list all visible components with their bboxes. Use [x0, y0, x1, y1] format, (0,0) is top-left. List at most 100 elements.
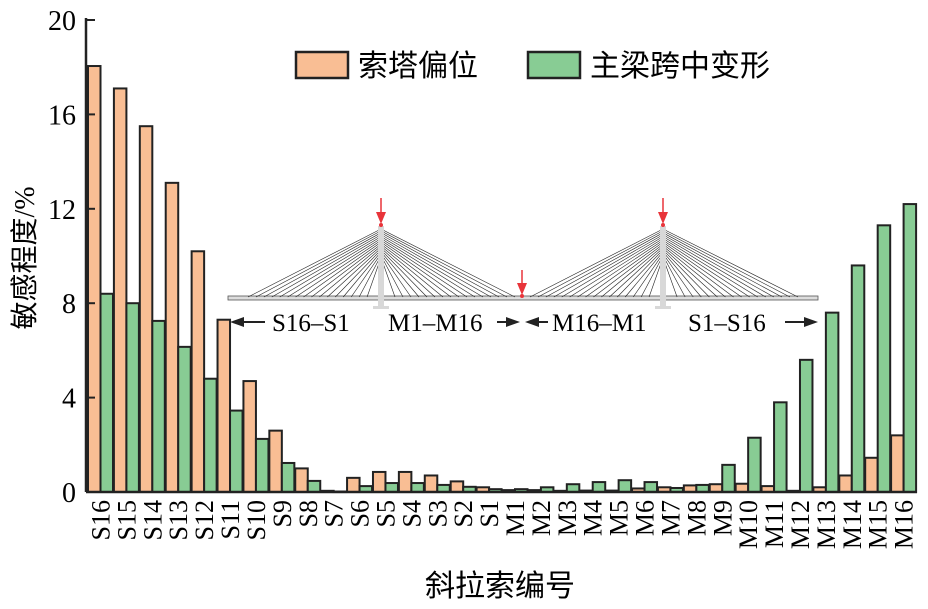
- load-arrow-head: [517, 283, 527, 295]
- y-tick-label: 4: [62, 384, 76, 415]
- cable: [662, 238, 758, 298]
- bar-S11-1: [229, 409, 244, 493]
- cable: [625, 251, 664, 298]
- legend: 索塔偏位 主梁跨中变形: [294, 50, 770, 83]
- cable: [319, 245, 382, 298]
- cable: [271, 234, 382, 298]
- tower-0: [378, 226, 384, 308]
- x-tick-label: S15: [112, 500, 141, 540]
- cable: [601, 245, 664, 298]
- bar-M6-1: [643, 481, 659, 494]
- x-tick-label: S2: [449, 500, 478, 527]
- x-tick-label: S9: [268, 500, 297, 527]
- cable: [662, 230, 791, 298]
- cable: [287, 238, 382, 298]
- load-arrow-head: [376, 212, 386, 224]
- cable: [380, 240, 468, 298]
- bar-M5-1: [617, 479, 633, 494]
- cable: [617, 249, 664, 298]
- legend-label-1: 主梁跨中变形: [590, 50, 770, 83]
- cable: [247, 228, 382, 298]
- cable: [311, 243, 382, 298]
- bridge-inset: [227, 198, 819, 327]
- x-tick-label: M5: [605, 500, 634, 536]
- x-tick-label: M8: [682, 500, 711, 536]
- cable: [380, 230, 508, 298]
- direction-arrow-head: [804, 317, 818, 327]
- cable: [662, 255, 686, 298]
- cable: [553, 234, 664, 298]
- cable: [380, 238, 476, 298]
- y-tick-label: 16: [48, 100, 76, 131]
- x-tick-label: M3: [553, 500, 582, 536]
- bar-S8-0: [294, 467, 309, 493]
- bar-M16-1: [902, 203, 918, 494]
- load-arrow-head: [658, 212, 668, 224]
- cable: [380, 228, 516, 298]
- annotation-3: S1–S16: [688, 310, 766, 337]
- cable: [380, 249, 428, 298]
- tower-1: [660, 226, 666, 308]
- legend-label-0: 索塔偏位: [358, 50, 478, 83]
- x-tick-label: S14: [138, 500, 167, 540]
- cable: [662, 234, 774, 298]
- bar-S8-1: [306, 479, 322, 493]
- cable: [380, 232, 500, 298]
- x-tick-label: S11: [216, 500, 245, 540]
- bar-S15-0: [112, 87, 128, 493]
- x-tick-label: S7: [320, 500, 349, 527]
- x-tick-label: M9: [708, 500, 737, 536]
- x-tick-label: S16: [87, 500, 116, 540]
- bar-S14-0: [138, 125, 154, 493]
- bar-S12-1: [203, 377, 218, 493]
- load-point: [661, 223, 665, 227]
- cable: [335, 249, 382, 298]
- cable: [609, 247, 664, 298]
- bar-M13-1: [824, 311, 840, 494]
- cable: [343, 251, 382, 298]
- annotation-0: S16–S1: [272, 310, 350, 337]
- bars: [87, 65, 918, 494]
- x-tick-label: M13: [812, 500, 841, 549]
- bar-S3-0: [423, 474, 439, 494]
- bar-S11-0: [216, 318, 232, 493]
- cable: [662, 242, 742, 298]
- cable: [380, 243, 452, 298]
- cable: [662, 253, 694, 298]
- x-tick-label: M14: [838, 500, 867, 549]
- x-tick-label: M15: [864, 500, 893, 549]
- annotation-1: M1–M16: [388, 310, 482, 337]
- cable: [380, 234, 492, 298]
- y-tick-label: 0: [62, 478, 76, 509]
- legend-swatch-0: [294, 50, 350, 80]
- cable: [577, 240, 664, 298]
- bar-M15-0: [864, 456, 879, 493]
- x-tick-label: S12: [190, 500, 219, 540]
- cable: [569, 238, 664, 298]
- cable: [380, 245, 444, 298]
- tower-base: [373, 306, 389, 309]
- bar-M15-1: [876, 224, 892, 493]
- bar-S2-0: [449, 480, 465, 494]
- bar-S4-0: [397, 470, 413, 494]
- bar-S5-0: [371, 470, 387, 494]
- bar-S16-0: [87, 65, 102, 494]
- bar-S10-1: [254, 437, 270, 493]
- cable: [632, 253, 664, 298]
- x-tick-label: S1: [475, 500, 504, 527]
- bar-S12-0: [190, 250, 206, 493]
- bar-S10-0: [242, 380, 257, 493]
- cable: [380, 251, 420, 298]
- cable: [662, 247, 718, 298]
- x-tick-label: S5: [371, 500, 400, 527]
- y-tick-label: 20: [48, 6, 76, 37]
- direction-arrow-head: [506, 317, 520, 327]
- x-tick-label: S13: [164, 500, 193, 540]
- cable: [380, 242, 460, 298]
- x-tick-label: M1: [501, 500, 530, 536]
- bar-M4-1: [591, 481, 607, 494]
- x-tick-label: S8: [294, 500, 323, 527]
- x-tick-label: M2: [527, 500, 556, 536]
- x-tick-label: M4: [579, 500, 608, 536]
